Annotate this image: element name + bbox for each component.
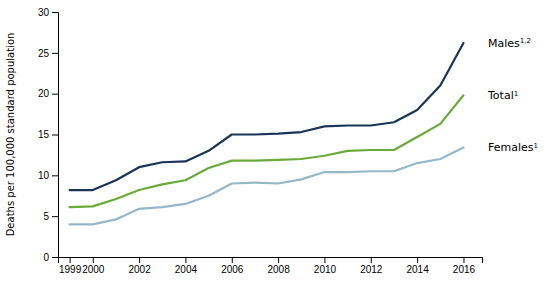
x-tick-label: 2002	[128, 264, 151, 275]
x-tick-label: 2006	[221, 264, 244, 275]
y-tick-mark	[52, 216, 58, 217]
series-label: Males1,2	[488, 37, 531, 50]
plot-area: 1999200020022004200620082010201220142016…	[38, 7, 538, 275]
y-axis: 0 5 10 15 20 25 30	[38, 7, 59, 263]
y-tick-mark	[52, 135, 58, 136]
y-tick: 30	[38, 7, 58, 18]
y-tick-mark	[52, 12, 58, 13]
lines	[70, 43, 464, 224]
x-tick-mark	[463, 257, 464, 263]
x-tick-mark	[139, 257, 140, 263]
x-tick: 2000	[82, 257, 105, 275]
y-tick: 20	[38, 88, 58, 99]
x-tick-label: 2004	[175, 264, 198, 275]
x-tick: 2012	[360, 257, 383, 275]
x-tick-mark	[70, 257, 71, 263]
chart: 1999200020022004200620082010201220142016…	[0, 0, 560, 283]
y-tick-label: 0	[43, 252, 49, 263]
x-tick: 2008	[267, 257, 290, 275]
y-tick-label: 10	[38, 170, 50, 181]
series-line	[70, 95, 464, 207]
x-tick: 2006	[221, 257, 244, 275]
series-label: Females1	[488, 141, 538, 154]
end-labels: Males1,2Total1Females1	[487, 37, 538, 155]
y-tick: 0	[43, 252, 58, 263]
x-tick-mark	[324, 257, 325, 263]
series-label-superscript: 1	[514, 90, 518, 98]
y-tick-mark	[52, 175, 58, 176]
y-tick-label: 30	[38, 7, 50, 18]
x-tick-mark	[232, 257, 233, 263]
x-tick-label: 2000	[82, 264, 105, 275]
y-tick-label: 20	[38, 88, 50, 99]
x-tick-label: 2008	[267, 264, 290, 275]
y-tick-mark	[52, 53, 58, 54]
y-tick: 5	[43, 211, 58, 222]
y-tick-label: 25	[38, 48, 50, 59]
series-line	[70, 148, 464, 225]
x-tick: 2004	[175, 257, 198, 275]
x-tick-label: 2010	[314, 264, 337, 275]
x-tick-label: 2012	[360, 264, 383, 275]
x-tick-label: 2014	[407, 264, 430, 275]
x-tick-mark	[185, 257, 186, 263]
x-tick-mark	[278, 257, 279, 263]
y-tick: 25	[38, 48, 58, 59]
y-tick-mark	[52, 94, 58, 95]
series-label-text: Total	[487, 89, 514, 102]
x-axis-line	[59, 258, 483, 264]
series-label-superscript: 1	[534, 142, 538, 150]
x-axis: 19992000 2002 2004 2006 2008 2010 2012 2014 2016	[59, 257, 483, 275]
y-tick-label: 15	[38, 129, 50, 140]
x-tick-label: 1999	[59, 264, 82, 275]
x-tick: 2014	[407, 257, 430, 275]
y-axis-line	[52, 13, 59, 258]
x-tick: 2016	[453, 257, 476, 275]
y-tick: 10	[38, 170, 58, 181]
x-tick-mark	[417, 257, 418, 263]
series-label-superscript: 1,2	[520, 37, 531, 45]
x-tick-label: 2016	[453, 264, 476, 275]
y-tick-label: 5	[43, 211, 49, 222]
y-axis-title: Deaths per 100,000 standard population	[5, 33, 16, 237]
x-tick-mark	[93, 257, 94, 263]
series-label: Total1	[487, 89, 518, 102]
x-tick-mark	[371, 257, 372, 263]
series-label-text: Males	[488, 37, 520, 50]
x-tick: 2002	[128, 257, 151, 275]
series-label-text: Females	[488, 141, 534, 154]
x-tick: 2010	[314, 257, 337, 275]
y-tick: 15	[38, 129, 58, 140]
x-tick: 1999	[59, 257, 82, 275]
y-tick-mark	[52, 257, 58, 258]
